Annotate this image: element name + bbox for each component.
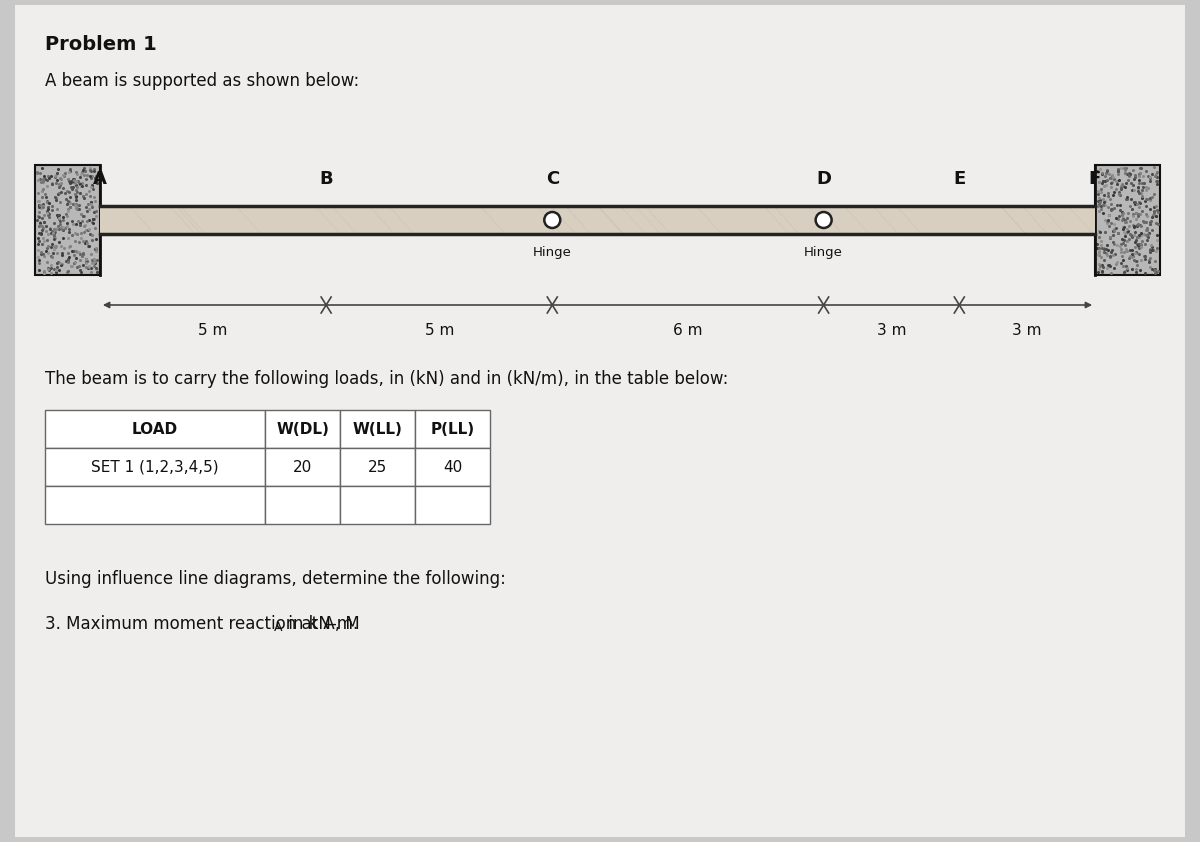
Text: F: F xyxy=(1088,170,1102,188)
Text: A: A xyxy=(94,170,107,188)
Text: W(DL): W(DL) xyxy=(276,422,329,436)
Text: 25: 25 xyxy=(368,460,388,475)
Bar xyxy=(340,410,415,448)
Text: Problem 1: Problem 1 xyxy=(46,35,157,54)
Text: SET 1 (1,2,3,4,5): SET 1 (1,2,3,4,5) xyxy=(91,460,218,475)
Circle shape xyxy=(545,212,560,228)
Text: 20: 20 xyxy=(293,460,312,475)
Text: 3 m: 3 m xyxy=(877,323,906,338)
Text: C: C xyxy=(546,170,559,188)
Bar xyxy=(35,165,100,275)
Text: D: D xyxy=(816,170,832,188)
Bar xyxy=(415,410,490,448)
Text: Hinge: Hinge xyxy=(533,246,571,259)
Bar xyxy=(46,410,265,448)
Text: 6 m: 6 m xyxy=(673,323,703,338)
Text: LOAD: LOAD xyxy=(132,422,178,436)
Text: A beam is supported as shown below:: A beam is supported as shown below: xyxy=(46,72,359,90)
Text: Using influence line diagrams, determine the following:: Using influence line diagrams, determine… xyxy=(46,570,506,588)
Text: The beam is to carry the following loads, in (kN) and in (kN/m), in the table be: The beam is to carry the following loads… xyxy=(46,370,728,388)
Bar xyxy=(415,486,490,524)
Text: 3 m: 3 m xyxy=(1013,323,1042,338)
Text: B: B xyxy=(319,170,332,188)
Text: in kN‑m.: in kN‑m. xyxy=(283,615,359,633)
Bar xyxy=(1096,165,1160,275)
Bar xyxy=(265,486,340,524)
Bar xyxy=(340,448,415,486)
Text: 3. Maximum moment reaction at A, M: 3. Maximum moment reaction at A, M xyxy=(46,615,360,633)
Bar xyxy=(415,448,490,486)
Text: 5 m: 5 m xyxy=(425,323,454,338)
Text: 5 m: 5 m xyxy=(198,323,228,338)
Bar xyxy=(265,448,340,486)
Text: A: A xyxy=(274,621,282,634)
Bar xyxy=(46,448,265,486)
Text: Hinge: Hinge xyxy=(804,246,844,259)
Bar xyxy=(265,410,340,448)
Circle shape xyxy=(816,212,832,228)
Bar xyxy=(100,206,1096,234)
Text: P(LL): P(LL) xyxy=(431,422,474,436)
Text: E: E xyxy=(953,170,966,188)
Text: 40: 40 xyxy=(443,460,462,475)
Text: W(LL): W(LL) xyxy=(353,422,402,436)
Bar xyxy=(340,486,415,524)
Bar xyxy=(46,486,265,524)
